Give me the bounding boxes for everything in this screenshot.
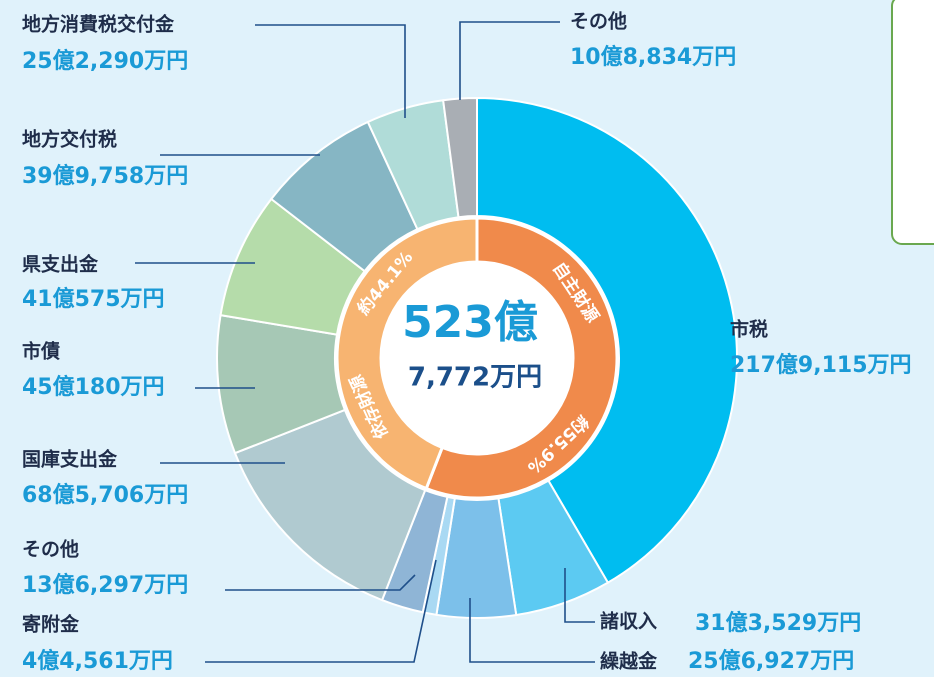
slice-value: 13億6,297万円 [22, 572, 188, 598]
slice-value: 217億9,115万円 [730, 352, 912, 378]
slice-name: 県支出金 [22, 253, 99, 276]
leader-line [255, 24, 406, 118]
slice-value: 25億2,290万円 [22, 48, 188, 74]
slice-name: 寄附金 [22, 613, 80, 636]
slice-value: 10億8,834万円 [570, 44, 736, 70]
leader-line [459, 21, 560, 100]
slice-value: 45億180万円 [22, 374, 165, 400]
slice-name: 諸収入 [600, 610, 657, 633]
side-box [891, 0, 934, 245]
total-sub: 7,772万円 [408, 363, 542, 393]
slice [442, 96, 478, 219]
slice [476, 96, 738, 585]
leader-line [205, 559, 437, 663]
slice-value: 4億4,561万円 [22, 648, 173, 674]
slice-value: 68億5,706万円 [22, 482, 188, 508]
leader-line [564, 568, 595, 623]
slice-name: 市債 [22, 340, 60, 363]
leader-line [225, 574, 416, 591]
slice-name: その他 [570, 10, 627, 33]
slice-name: 繰越金 [600, 650, 658, 673]
leader-line [469, 598, 595, 663]
slice-value: 25億6,927万円 [688, 648, 854, 674]
slice-name: 地方交付税 [22, 128, 117, 151]
slice-value: 31億3,529万円 [695, 610, 861, 636]
center-disc [381, 262, 573, 454]
total-main: 523億 [402, 297, 538, 348]
slice-name: 地方消費税交付金 [22, 13, 175, 36]
slice-name: その他 [22, 538, 79, 561]
slice-name: 国庫支出金 [22, 448, 118, 471]
slice-value: 39億9,758万円 [22, 163, 188, 189]
slice-name: 市税 [730, 318, 768, 341]
slice-value: 41億575万円 [22, 286, 165, 312]
